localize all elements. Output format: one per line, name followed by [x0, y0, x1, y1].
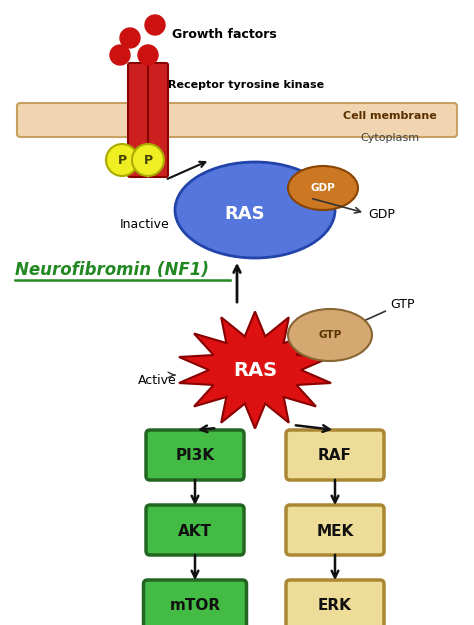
Text: MEK: MEK [316, 524, 354, 539]
Text: Growth factors: Growth factors [172, 29, 277, 41]
Text: mTOR: mTOR [169, 599, 220, 614]
Text: Neurofibromin (NF1): Neurofibromin (NF1) [15, 261, 209, 279]
FancyBboxPatch shape [148, 63, 168, 177]
FancyBboxPatch shape [286, 505, 384, 555]
FancyBboxPatch shape [128, 63, 148, 177]
Text: GDP: GDP [368, 209, 395, 221]
FancyBboxPatch shape [146, 430, 244, 480]
Text: Active: Active [138, 374, 177, 386]
Circle shape [132, 144, 164, 176]
Text: GTP: GTP [390, 299, 414, 311]
Circle shape [106, 144, 138, 176]
FancyBboxPatch shape [146, 505, 244, 555]
Text: PI3K: PI3K [175, 449, 215, 464]
Ellipse shape [288, 166, 358, 210]
Text: GDP: GDP [310, 183, 336, 193]
FancyBboxPatch shape [286, 580, 384, 625]
Ellipse shape [288, 309, 372, 361]
Circle shape [145, 15, 165, 35]
Text: Cell membrane: Cell membrane [343, 111, 437, 121]
Text: AKT: AKT [178, 524, 212, 539]
Circle shape [120, 28, 140, 48]
Text: P: P [118, 154, 127, 166]
Text: RAS: RAS [225, 205, 265, 223]
Text: P: P [144, 154, 153, 166]
Text: Receptor tyrosine kinase: Receptor tyrosine kinase [168, 80, 324, 90]
Ellipse shape [175, 162, 335, 258]
Circle shape [138, 45, 158, 65]
Text: ERK: ERK [318, 599, 352, 614]
FancyBboxPatch shape [144, 580, 246, 625]
Polygon shape [179, 311, 331, 429]
FancyBboxPatch shape [17, 103, 457, 137]
Text: RAF: RAF [318, 449, 352, 464]
Text: RAS: RAS [233, 361, 277, 379]
Text: Cytoplasm: Cytoplasm [360, 133, 419, 143]
Text: GTP: GTP [319, 330, 342, 340]
Text: Inactive: Inactive [120, 219, 170, 231]
Circle shape [110, 45, 130, 65]
FancyBboxPatch shape [286, 430, 384, 480]
